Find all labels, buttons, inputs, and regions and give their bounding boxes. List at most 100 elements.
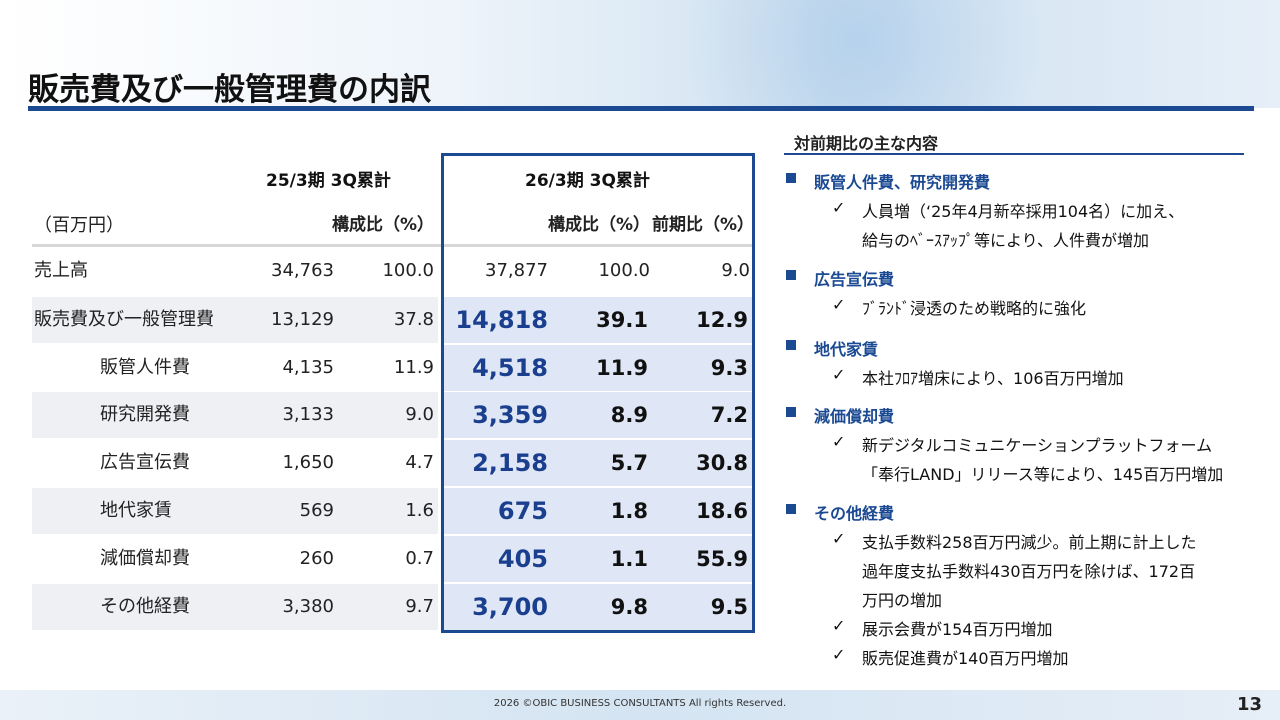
section-bullet-icon (786, 270, 796, 280)
curr-value: 3,359 (472, 401, 548, 429)
summary-line: 過年度支払手数料430百万円を除けば、172百 (862, 562, 1196, 581)
curr-ratio-header: 構成比（%） (547, 215, 650, 235)
curr-ratio: 39.1 (596, 308, 648, 332)
row-highlight-background (444, 584, 752, 630)
section-title: 減価償却費 (814, 407, 895, 426)
row-label: 販売費及び一般管理費 (34, 309, 214, 330)
check-icon: ✓ (832, 432, 846, 451)
current-period-highlight (441, 153, 755, 633)
prev-ratio: 9.7 (405, 596, 434, 617)
yoy-header: 前期比（%） (652, 215, 755, 235)
title-underline (28, 106, 1254, 111)
check-icon: ✓ (832, 645, 846, 664)
yoy-value: 18.6 (696, 499, 748, 523)
section-title: その他経費 (814, 504, 895, 523)
prev-ratio: 1.6 (405, 500, 434, 521)
row-highlight-background (444, 440, 752, 486)
yoy-value: 7.2 (710, 403, 748, 427)
summary-underline (784, 153, 1244, 155)
summary-line: 「奉行LAND」リリース等により、145百万円増加 (862, 465, 1224, 484)
curr-value: 37,877 (485, 260, 548, 281)
curr-ratio: 1.8 (610, 499, 648, 523)
curr-ratio: 8.9 (610, 403, 648, 427)
summary-line: 人員増（‘25年4月新卒採用104名）に加え、 (862, 202, 1185, 221)
prev-ratio: 37.8 (393, 309, 434, 330)
row-background (32, 488, 438, 534)
summary-line: 支払手数料258百万円減少。前上期に計上した (862, 533, 1197, 552)
yoy-value: 30.8 (696, 451, 748, 475)
yoy-value: 55.9 (696, 547, 748, 571)
row-highlight-background (444, 297, 752, 343)
header-background (0, 0, 1280, 108)
prev-value: 260 (299, 548, 334, 569)
prev-value: 4,135 (282, 357, 334, 378)
period-curr-header: 26/3期 3Q累計 (525, 171, 650, 191)
row-highlight-background (444, 345, 752, 391)
curr-value: 4,518 (472, 354, 548, 382)
curr-ratio: 100.0 (598, 260, 650, 281)
summary-line: 新デジタルコミュニケーションプラットフォーム (862, 436, 1213, 455)
prev-ratio: 11.9 (393, 357, 434, 378)
prev-ratio: 100.0 (382, 260, 434, 281)
summary-line: 展示会費が154百万円増加 (862, 620, 1053, 639)
prev-value: 569 (299, 500, 334, 521)
prev-value: 3,380 (282, 596, 334, 617)
section-title: 地代家賃 (814, 340, 879, 359)
curr-value: 14,818 (455, 306, 548, 334)
row-label: 減価償却費 (100, 548, 190, 569)
prev-ratio: 9.0 (405, 404, 434, 425)
summary-heading: 対前期比の主な内容 (794, 134, 939, 153)
copyright-text: 2026 ©OBIC BUSINESS CONSULTANTS All righ… (493, 698, 787, 709)
summary-line: ﾌﾞﾗﾝﾄﾞ浸透のため戦略的に強化 (862, 299, 1087, 318)
unit-label: （百万円） (34, 215, 124, 236)
prev-ratio-header: 構成比（%） (331, 215, 434, 235)
curr-value: 2,158 (472, 449, 548, 477)
row-label: 広告宣伝費 (100, 452, 190, 473)
summary-line: 本社ﾌﾛｱ増床により、106百万円増加 (862, 369, 1124, 388)
prev-value: 13,129 (271, 309, 334, 330)
section-bullet-icon (786, 407, 796, 417)
prev-value: 34,763 (271, 260, 334, 281)
section-bullet-icon (786, 504, 796, 514)
row-background (32, 584, 438, 630)
prev-ratio: 0.7 (405, 548, 434, 569)
check-icon: ✓ (832, 295, 846, 314)
yoy-value: 9.0 (721, 260, 750, 281)
summary-line: 給与のﾍﾞｰｽｱｯﾌﾟ等により、人件費が増加 (862, 231, 1150, 250)
check-icon: ✓ (832, 365, 846, 384)
section-title: 広告宣伝費 (814, 270, 895, 289)
section-title: 販管人件費、研究開発費 (814, 173, 991, 192)
curr-value: 3,700 (472, 593, 548, 621)
curr-value: 405 (497, 545, 548, 573)
curr-value: 675 (497, 497, 548, 525)
summary-line: 販売促進費が140百万円増加 (862, 649, 1069, 668)
yoy-value: 12.9 (696, 308, 748, 332)
row-highlight-background (444, 488, 752, 534)
row-label: 売上高 (34, 260, 88, 281)
row-label: 地代家賃 (100, 500, 172, 521)
page-title: 販売費及び一般管理費の内訳 (28, 72, 431, 108)
period-prev-header: 25/3期 3Q累計 (266, 171, 391, 191)
summary-line: 万円の増加 (862, 591, 943, 610)
curr-ratio: 1.1 (610, 547, 648, 571)
footer-background (0, 690, 1280, 720)
page-number: 13 (1236, 694, 1262, 715)
row-label: その他経費 (100, 596, 190, 617)
row-background (32, 392, 438, 438)
yoy-value: 9.5 (710, 595, 748, 619)
curr-ratio: 5.7 (610, 451, 648, 475)
row-label: 研究開発費 (100, 404, 190, 425)
curr-ratio: 11.9 (596, 356, 648, 380)
check-icon: ✓ (832, 529, 846, 548)
yoy-value: 9.3 (710, 356, 748, 380)
row-label: 販管人件費 (100, 357, 190, 378)
prev-value: 1,650 (282, 452, 334, 473)
section-bullet-icon (786, 340, 796, 350)
section-bullet-icon (786, 173, 796, 183)
curr-ratio: 9.8 (610, 595, 648, 619)
header-separator (32, 244, 752, 247)
prev-ratio: 4.7 (405, 452, 434, 473)
check-icon: ✓ (832, 198, 846, 217)
row-background (32, 297, 438, 343)
check-icon: ✓ (832, 616, 846, 635)
